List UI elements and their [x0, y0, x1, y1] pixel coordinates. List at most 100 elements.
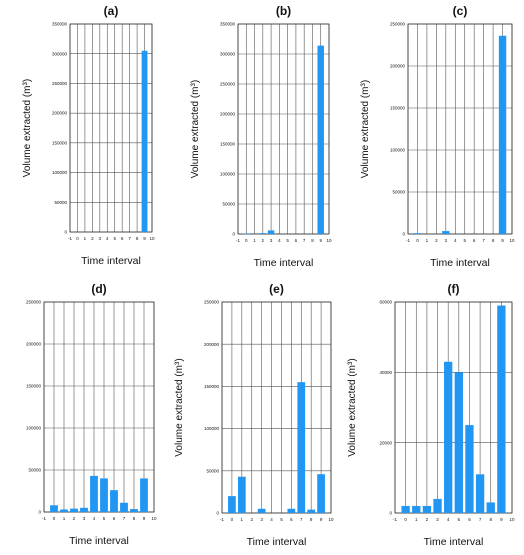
x-tick-label: 5: [458, 517, 461, 522]
x-tick-label: 1: [426, 238, 429, 243]
bar: [307, 509, 316, 513]
x-tick-label: 1: [415, 517, 418, 522]
x-tick-label: 6: [121, 236, 124, 241]
bar: [120, 502, 128, 512]
x-tick-label: 5: [286, 238, 289, 243]
panel-label: (b): [276, 4, 291, 18]
bar: [50, 505, 58, 512]
bar: [401, 505, 410, 513]
x-tick-label: 4: [278, 238, 281, 243]
y-tick-label: 100000: [26, 426, 42, 431]
x-axis-label: Time interval: [430, 257, 490, 269]
chart-panel-2: -1 0 1 2 3 4 5 6 7 8 9 1005000010000015000020000025…: [190, 4, 332, 269]
bar: [267, 230, 275, 234]
bar: [90, 475, 98, 512]
x-tick-label: -1: [220, 517, 224, 522]
bar: [243, 233, 250, 235]
y-tick-label: 100000: [390, 148, 406, 153]
x-tick-label: 8: [311, 238, 314, 243]
x-tick-label: 5: [113, 236, 116, 241]
y-tick-label: 50000: [222, 202, 235, 207]
y-axis-label: Volume extracted (m³): [347, 358, 358, 456]
y-tick-label: 150000: [390, 106, 406, 111]
x-tick-label: -1: [68, 236, 72, 241]
y-tick-label: 150000: [26, 384, 42, 389]
x-tick-label: 10: [509, 238, 515, 243]
x-tick-label: 9: [500, 517, 503, 522]
x-tick-label: 9: [143, 236, 146, 241]
x-tick-label: 2: [435, 238, 438, 243]
bar: [257, 508, 266, 513]
bar: [237, 476, 246, 513]
x-tick-label: 9: [501, 238, 504, 243]
x-tick-label: 5: [103, 516, 106, 521]
bar: [422, 505, 432, 513]
x-tick-label: 4: [270, 517, 273, 522]
bar: [141, 50, 148, 232]
x-tick-label: 7: [479, 517, 482, 522]
bar: [100, 478, 108, 512]
x-axis-label: Time interval: [254, 257, 314, 269]
x-tick-label: 7: [303, 238, 306, 243]
x-tick-label: 7: [128, 236, 131, 241]
y-tick-label: 300000: [52, 51, 68, 56]
y-axis-label: Volume extracted (m³): [174, 358, 185, 456]
x-tick-label: 5: [463, 238, 466, 243]
bar: [60, 509, 68, 512]
x-tick-label: 3: [445, 238, 448, 243]
x-tick-label: 1: [241, 517, 244, 522]
y-tick-label: 40000: [379, 370, 392, 375]
panel-label: (e): [269, 282, 284, 296]
y-tick-label: 200000: [390, 64, 406, 69]
bar: [80, 507, 88, 512]
bar: [498, 35, 507, 235]
y-tick-label: 50000: [206, 468, 219, 473]
x-tick-label: 6: [290, 517, 293, 522]
chart-panel-4: -1 0 1 2 3 4 5 6 7 8 9 1005000010000015000020000025…: [26, 282, 157, 547]
x-tick-label: 2: [73, 516, 76, 521]
y-tick-label: 50000: [28, 468, 41, 473]
x-axis-label: Time interval: [69, 535, 129, 547]
x-tick-label: 8: [136, 236, 139, 241]
plot-frame: [221, 301, 332, 514]
y-tick-label: 100000: [220, 172, 236, 177]
chart-panel-1: -1 0 1 2 3 4 5 6 7 8 9 1005000010000015000020000025…: [22, 4, 155, 267]
x-tick-label: 2: [262, 238, 265, 243]
bar: [287, 508, 296, 513]
x-tick-label: 4: [454, 238, 457, 243]
chart-panel-3: -1 0 1 2 3 4 5 6 7 8 9 1005000010000015000020000025…: [360, 4, 515, 269]
y-tick-label: 150000: [204, 384, 220, 389]
x-tick-label: 0: [245, 238, 248, 243]
bar: [486, 502, 495, 513]
bar: [454, 372, 463, 513]
x-tick-label: 9: [320, 517, 323, 522]
bar: [317, 474, 325, 513]
y-tick-label: 20000: [379, 440, 392, 445]
x-tick-label: 3: [270, 238, 273, 243]
bar: [317, 45, 324, 234]
bar: [259, 233, 267, 234]
y-tick-label: 0: [38, 510, 41, 515]
y-tick-label: 350000: [220, 22, 236, 27]
bar: [475, 474, 485, 513]
y-tick-label: 350000: [52, 22, 68, 27]
panel-label: (f): [448, 282, 460, 296]
x-tick-label: 9: [319, 238, 322, 243]
bar: [130, 509, 138, 512]
y-tick-label: 0: [232, 232, 235, 237]
x-tick-label: 5: [280, 517, 283, 522]
y-tick-label: 50000: [392, 190, 405, 195]
x-tick-label: 3: [83, 516, 86, 521]
x-tick-label: 8: [489, 517, 492, 522]
x-tick-label: 10: [151, 516, 157, 521]
plot-frame: [394, 301, 513, 514]
y-tick-label: 100000: [204, 426, 220, 431]
x-tick-label: 4: [447, 517, 450, 522]
x-tick-label: 0: [76, 236, 79, 241]
x-tick-label: 7: [123, 516, 126, 521]
chart-panel-5: -1 0 1 2 3 4 5 6 7 8 9 1005000010000015000020000025…: [174, 282, 334, 548]
y-tick-label: 200000: [204, 342, 220, 347]
